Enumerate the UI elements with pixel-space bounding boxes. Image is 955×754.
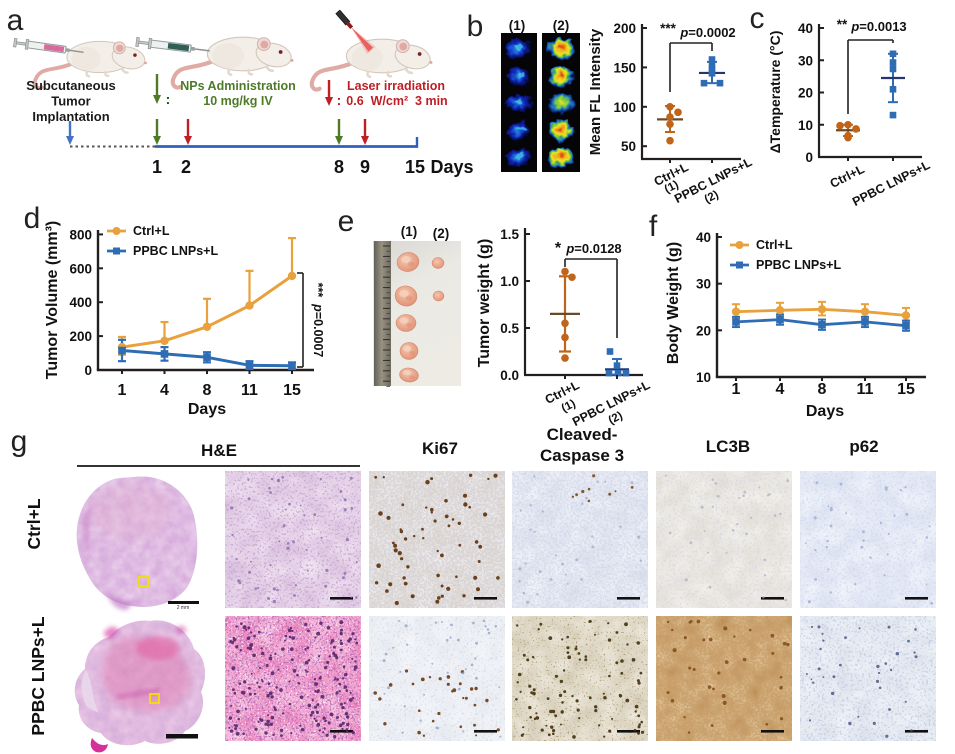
svg-text:30: 30 bbox=[696, 277, 711, 292]
svg-text:1: 1 bbox=[732, 381, 741, 398]
svg-text:200: 200 bbox=[613, 21, 636, 36]
svg-text:f: f bbox=[649, 210, 658, 243]
svg-text:30: 30 bbox=[798, 53, 813, 68]
svg-text:9: 9 bbox=[360, 157, 370, 177]
svg-text:Days: Days bbox=[430, 157, 473, 177]
svg-text:0: 0 bbox=[84, 363, 92, 378]
svg-text:ΔTemperature (°C): ΔTemperature (°C) bbox=[767, 31, 783, 154]
svg-text:Ctrl+L: Ctrl+L bbox=[133, 224, 170, 238]
svg-text:Ctrl+L: Ctrl+L bbox=[756, 238, 793, 252]
svg-text:50: 50 bbox=[621, 139, 636, 154]
svg-text:600: 600 bbox=[69, 261, 92, 276]
svg-text:2 mm: 2 mm bbox=[177, 605, 190, 611]
svg-text:NPs Administration: NPs Administration bbox=[180, 79, 296, 93]
svg-text:Caspase 3: Caspase 3 bbox=[540, 446, 624, 465]
svg-text:Tumor Volume (mm³): Tumor Volume (mm³) bbox=[44, 221, 61, 380]
svg-text:***: *** bbox=[660, 21, 677, 36]
svg-text::: : bbox=[166, 91, 171, 107]
svg-text:11: 11 bbox=[241, 382, 258, 399]
svg-text:4: 4 bbox=[776, 381, 785, 398]
svg-text:*** p=0.0007: *** p=0.0007 bbox=[311, 283, 325, 358]
svg-text:(2): (2) bbox=[553, 18, 570, 33]
svg-text:LC3B: LC3B bbox=[706, 437, 750, 456]
svg-text:1: 1 bbox=[152, 157, 162, 177]
svg-text:Subcutaneous: Subcutaneous bbox=[26, 78, 116, 93]
svg-text:Cleaved-: Cleaved- bbox=[547, 425, 618, 444]
svg-text:1.5: 1.5 bbox=[500, 227, 519, 242]
svg-text:(2): (2) bbox=[433, 226, 450, 241]
svg-text:b: b bbox=[467, 10, 484, 43]
svg-text:Days: Days bbox=[806, 403, 844, 420]
svg-text:(2): (2) bbox=[703, 189, 721, 206]
svg-text:0.6 W/cm² 3 min: 0.6 W/cm² 3 min bbox=[346, 94, 447, 108]
svg-text:2: 2 bbox=[181, 157, 191, 177]
svg-text:40: 40 bbox=[798, 21, 813, 36]
svg-text:0: 0 bbox=[805, 150, 813, 165]
svg-text:(1): (1) bbox=[560, 398, 578, 415]
svg-text:8: 8 bbox=[203, 382, 212, 399]
svg-text:a: a bbox=[7, 4, 24, 37]
svg-text:(1): (1) bbox=[663, 179, 681, 196]
svg-text:15: 15 bbox=[405, 157, 425, 177]
svg-text:100: 100 bbox=[613, 100, 636, 115]
svg-text:Tumor: Tumor bbox=[51, 94, 90, 109]
svg-text:11: 11 bbox=[857, 381, 874, 398]
svg-text:8: 8 bbox=[334, 157, 344, 177]
svg-text:10: 10 bbox=[696, 370, 711, 385]
svg-text:Ki67: Ki67 bbox=[422, 439, 458, 458]
svg-text:Ctrl+L: Ctrl+L bbox=[24, 498, 44, 549]
svg-text:g: g bbox=[11, 425, 28, 458]
svg-text:c: c bbox=[750, 2, 765, 35]
svg-text:15: 15 bbox=[897, 381, 915, 398]
svg-text:40: 40 bbox=[696, 230, 711, 245]
svg-text:Days: Days bbox=[188, 401, 226, 418]
svg-text:10 mg/kg IV: 10 mg/kg IV bbox=[203, 94, 273, 108]
svg-text:e: e bbox=[338, 205, 355, 238]
svg-text:(1): (1) bbox=[401, 224, 418, 239]
svg-text:H&E: H&E bbox=[201, 441, 237, 460]
svg-text:800: 800 bbox=[69, 227, 92, 242]
svg-text:*: * bbox=[555, 240, 562, 257]
svg-text:20: 20 bbox=[798, 86, 813, 101]
svg-text:10: 10 bbox=[798, 118, 813, 133]
svg-text:200: 200 bbox=[69, 329, 92, 344]
svg-text:p=0.0002: p=0.0002 bbox=[679, 25, 735, 40]
svg-text:PPBC LNPs+L: PPBC LNPs+L bbox=[756, 258, 841, 272]
svg-text:PPBC LNPs+L: PPBC LNPs+L bbox=[28, 616, 48, 735]
svg-text:p62: p62 bbox=[849, 437, 878, 456]
svg-text:8: 8 bbox=[818, 381, 827, 398]
svg-text:d: d bbox=[24, 202, 41, 235]
svg-text:1: 1 bbox=[118, 382, 127, 399]
svg-text::: : bbox=[337, 92, 342, 108]
svg-text:20: 20 bbox=[696, 323, 711, 338]
svg-text:PPBC LNPs+L: PPBC LNPs+L bbox=[133, 244, 218, 258]
svg-text:Laser irradiation: Laser irradiation bbox=[347, 79, 445, 93]
svg-text:Mean FL Intensity: Mean FL Intensity bbox=[587, 28, 604, 155]
svg-text:Body Weight (g): Body Weight (g) bbox=[665, 242, 682, 364]
svg-text:(1): (1) bbox=[509, 18, 526, 33]
svg-text:0.0: 0.0 bbox=[500, 368, 519, 383]
svg-text:1.0: 1.0 bbox=[500, 274, 519, 289]
svg-text:Implantation: Implantation bbox=[32, 109, 109, 124]
svg-text:4: 4 bbox=[160, 382, 169, 399]
svg-text:400: 400 bbox=[69, 295, 92, 310]
svg-text:15: 15 bbox=[283, 382, 301, 399]
svg-text:p=0.0128: p=0.0128 bbox=[565, 241, 621, 256]
svg-text:(2): (2) bbox=[607, 410, 625, 427]
svg-text:**: ** bbox=[837, 17, 848, 32]
svg-text:150: 150 bbox=[613, 60, 636, 75]
svg-text:p=0.0013: p=0.0013 bbox=[850, 19, 906, 34]
svg-text:0.5: 0.5 bbox=[500, 321, 519, 336]
svg-text:Tumor weight (g): Tumor weight (g) bbox=[476, 239, 493, 368]
